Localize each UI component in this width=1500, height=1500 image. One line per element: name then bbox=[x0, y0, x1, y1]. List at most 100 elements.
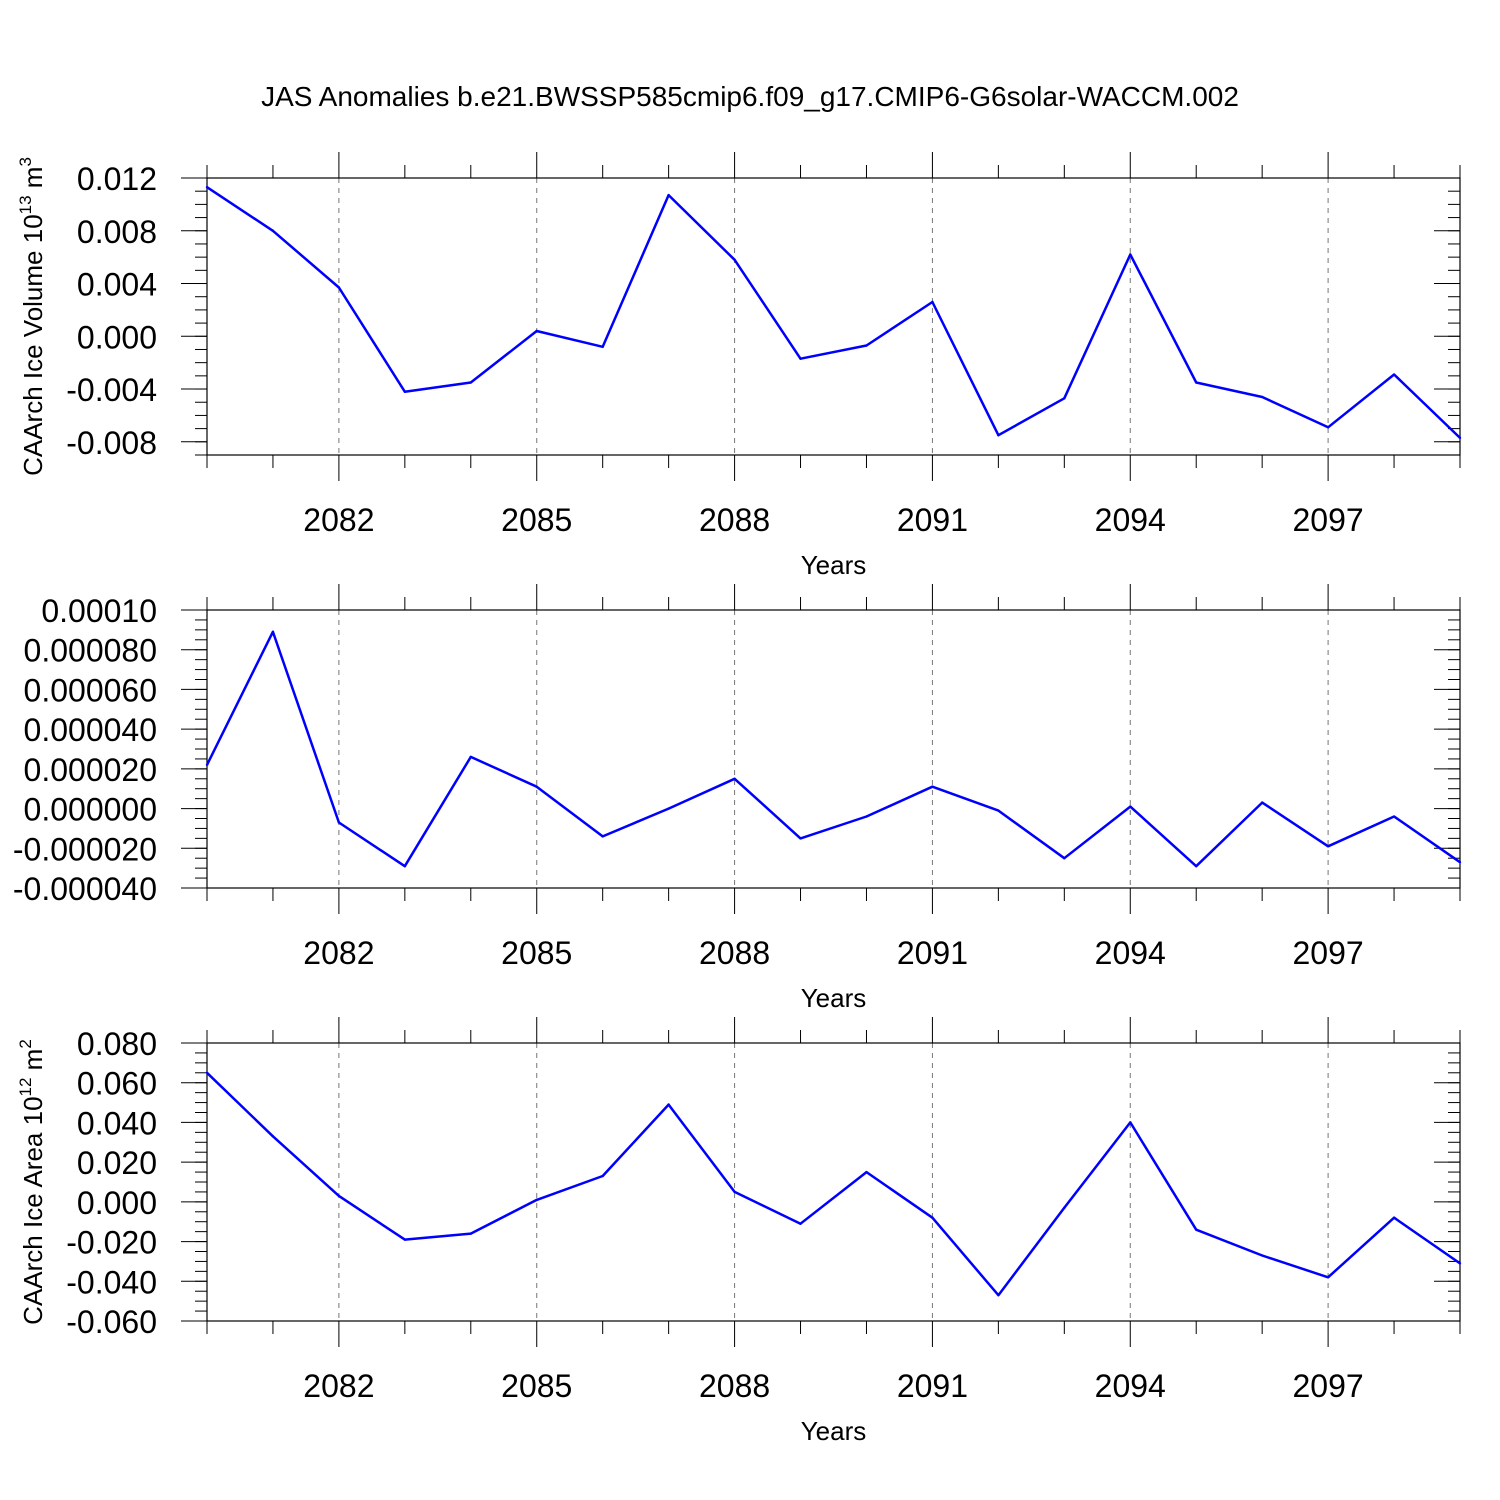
data-point bbox=[1129, 1121, 1132, 1124]
y-tick-label: -0.000020 bbox=[13, 831, 157, 867]
data-point bbox=[337, 286, 341, 289]
figure-title: JAS Anomalies b.e21.BWSSP585cmip6.f09_g1… bbox=[261, 81, 1239, 112]
plot-frame bbox=[206, 609, 1461, 889]
y-axis-label-unit: m bbox=[18, 1049, 48, 1078]
data-point bbox=[535, 1198, 538, 1202]
data-point bbox=[1326, 845, 1330, 848]
data-point bbox=[205, 1071, 209, 1074]
y-axis-label-exponent: 12 bbox=[16, 1078, 35, 1097]
y-tick-label: 0.000020 bbox=[24, 752, 157, 788]
data-point bbox=[205, 186, 209, 189]
y-tick-label: 0.000000 bbox=[24, 792, 157, 828]
data-point bbox=[337, 1194, 341, 1198]
data-point bbox=[1458, 860, 1462, 864]
y-tick-label: -0.004 bbox=[66, 372, 157, 408]
data-point bbox=[1458, 436, 1462, 440]
data-point bbox=[601, 345, 604, 349]
y-tick-label: -0.040 bbox=[66, 1264, 157, 1300]
data-point bbox=[403, 864, 407, 868]
series-line bbox=[205, 630, 1461, 868]
data-point bbox=[667, 1103, 670, 1106]
x-tick-label: 2097 bbox=[1293, 502, 1364, 538]
data-point bbox=[667, 193, 670, 197]
y-tick-label: 0.060 bbox=[77, 1066, 157, 1102]
data-point bbox=[1260, 1254, 1264, 1257]
data-point bbox=[1063, 1206, 1066, 1210]
data-point bbox=[205, 763, 209, 767]
y-axis-label-unit: m bbox=[18, 167, 48, 196]
y-tick-label: 0.012 bbox=[77, 161, 157, 197]
data-point bbox=[1195, 381, 1198, 384]
x-tick-label: 2094 bbox=[1095, 1368, 1166, 1404]
y-tick-label: 0.000080 bbox=[24, 633, 157, 669]
data-point bbox=[469, 1232, 472, 1235]
data-point bbox=[1129, 253, 1132, 256]
y-axis-label-exponent: 13 bbox=[16, 195, 35, 214]
data-point bbox=[535, 785, 538, 788]
data-point bbox=[799, 1222, 802, 1225]
data-point bbox=[865, 815, 868, 818]
y-axis-label-unit-exponent: 2 bbox=[16, 1039, 35, 1048]
data-point bbox=[799, 837, 802, 840]
x-tick-label: 2091 bbox=[897, 1368, 968, 1404]
data-point bbox=[337, 821, 341, 824]
data-point bbox=[799, 357, 802, 360]
x-tick-label: 2088 bbox=[699, 935, 770, 971]
data-point bbox=[1392, 815, 1396, 818]
y-axis-label-main: CAArch Ice Volume 10 bbox=[18, 214, 48, 476]
x-axis-label: Years bbox=[801, 1416, 867, 1446]
x-tick-label: 2097 bbox=[1293, 1368, 1364, 1404]
series-line bbox=[206, 186, 1461, 439]
y-tick-label: 0.008 bbox=[77, 214, 157, 250]
x-axis-label: Years bbox=[801, 983, 867, 1013]
x-tick-label: 2094 bbox=[1095, 935, 1166, 971]
data-point bbox=[931, 785, 934, 788]
y-tick-label: 0.00010 bbox=[41, 593, 157, 629]
data-point bbox=[1392, 1216, 1396, 1219]
data-point bbox=[997, 1293, 1000, 1297]
data-point bbox=[403, 1238, 407, 1241]
data-point bbox=[469, 381, 472, 384]
data-point bbox=[931, 300, 934, 304]
data-point bbox=[1063, 857, 1066, 860]
data-point bbox=[1326, 426, 1330, 429]
data-point bbox=[1063, 397, 1066, 400]
y-axis-label-unit-exponent: 3 bbox=[16, 157, 35, 166]
x-tick-label: 2085 bbox=[501, 502, 572, 538]
data-point bbox=[601, 835, 604, 838]
x-tick-label: 2082 bbox=[303, 935, 374, 971]
x-tick-label: 2085 bbox=[501, 1368, 572, 1404]
y-axis-label-main: CAArch Ice Area 10 bbox=[18, 1096, 48, 1324]
series-line bbox=[206, 1071, 1461, 1297]
x-tick-label: 2085 bbox=[501, 935, 572, 971]
y-tick-label: -0.020 bbox=[66, 1225, 157, 1261]
x-tick-label: 2091 bbox=[897, 502, 968, 538]
y-tick-label: 0.000 bbox=[77, 319, 157, 355]
data-point bbox=[535, 329, 538, 333]
data-point bbox=[1195, 1228, 1198, 1231]
y-axis-label: CAArch Ice Area 1012 m2 bbox=[16, 1039, 48, 1325]
data-point bbox=[1129, 805, 1132, 808]
data-point bbox=[997, 434, 1000, 437]
data-point bbox=[469, 755, 472, 759]
data-point bbox=[1260, 395, 1264, 399]
x-tick-label: 2088 bbox=[699, 1368, 770, 1404]
y-tick-label: -0.008 bbox=[66, 425, 157, 461]
y-tick-label: -0.060 bbox=[66, 1304, 157, 1340]
data-point bbox=[667, 807, 670, 810]
y-tick-label: -0.000040 bbox=[13, 871, 157, 907]
x-axis-label: Years bbox=[801, 550, 867, 580]
x-tick-label: 2097 bbox=[1293, 935, 1364, 971]
y-tick-label: 0.040 bbox=[77, 1105, 157, 1141]
data-point bbox=[865, 1170, 868, 1174]
data-point bbox=[271, 1135, 275, 1138]
data-point bbox=[1195, 864, 1198, 868]
x-tick-label: 2094 bbox=[1095, 502, 1166, 538]
data-point bbox=[733, 258, 736, 261]
data-point bbox=[1326, 1276, 1330, 1279]
y-tick-label: 0.000060 bbox=[24, 672, 157, 708]
x-tick-label: 2091 bbox=[897, 935, 968, 971]
